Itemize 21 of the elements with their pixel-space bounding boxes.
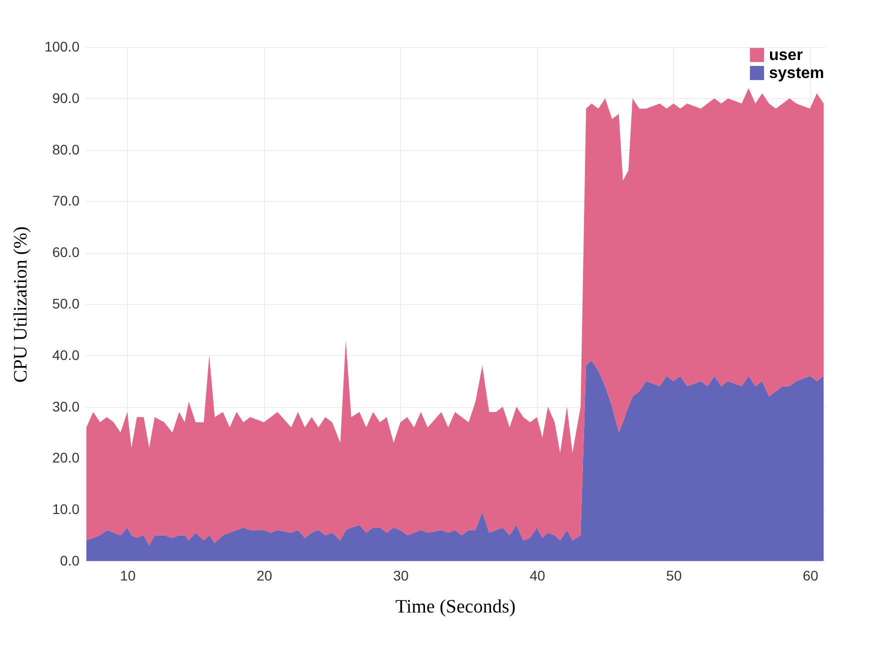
y-tick-label: 100.0 [44,38,80,54]
y-tick-label: 60.0 [52,244,80,260]
x-tick-label: 60 [802,568,818,584]
x-axis-title: Time (Seconds) [395,596,516,618]
legend-label: system [769,65,824,82]
y-tick-label: 90.0 [52,90,80,106]
y-tick-label: 10.0 [52,501,80,518]
y-tick-label: 40.0 [52,346,80,363]
legend-label: user [769,47,803,64]
y-tick-label: 30.0 [52,398,80,414]
x-tick-label: 40 [530,568,546,584]
y-tick-label: 50.0 [52,296,80,312]
y-tick-label: 80.0 [52,141,80,158]
y-axis-title: CPU Utilization (%) [10,226,32,383]
x-tick-label: 10 [120,568,136,584]
y-tick-label: 20.0 [52,450,80,466]
y-tick-label: 70.0 [52,192,80,209]
x-tick-label: 30 [393,568,409,584]
x-tick-label: 50 [666,568,682,584]
y-tick-label: 0.0 [60,552,80,568]
x-tick-label: 20 [256,568,272,584]
